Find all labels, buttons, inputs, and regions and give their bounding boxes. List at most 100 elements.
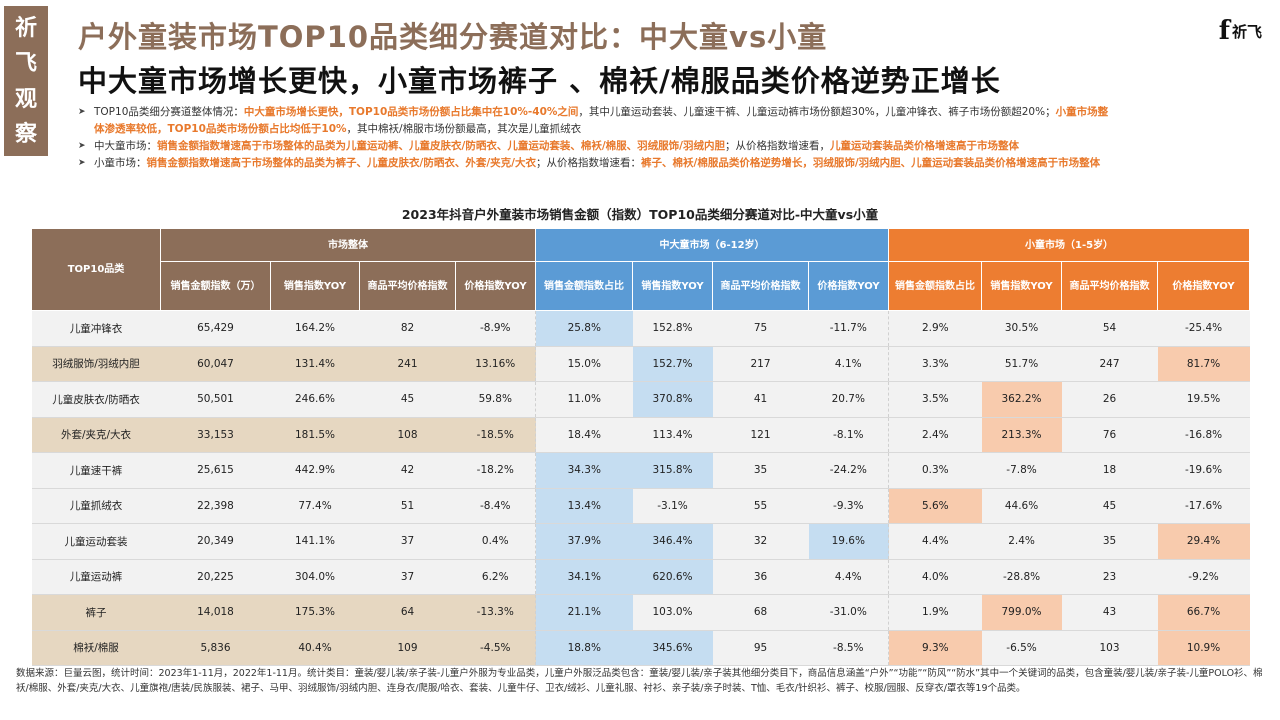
col-header: 价格指数YOY [807,261,890,311]
value-cell: 65,429 [160,310,271,347]
value-cell: 141.1% [270,523,360,560]
value-cell: 2.4% [888,417,982,453]
value-cell: 2.9% [888,310,982,347]
value-cell: 34.1% [535,559,633,595]
table-row: 裤子 14,018 175.3% 64 -13.3% 21.1% 103.0% 68 -31.0… [31,594,1250,631]
bullet-segment: TOP10品类细分赛道整体情况： [94,106,244,118]
value-cell: 68 [712,594,809,631]
value-cell: 18.4% [535,417,633,453]
value-cell: 213.3% [981,417,1062,453]
value-cell: 13.4% [535,488,633,524]
value-cell: 5.6% [888,488,982,524]
value-cell: -25.4% [1157,310,1250,347]
category-cell: 棉袄/棉服 [31,630,161,666]
value-cell: 5,836 [160,630,271,666]
value-cell: 10.9% [1157,630,1250,666]
value-cell: 108 [359,417,456,453]
value-cell: -17.6% [1157,488,1250,524]
value-cell: 64 [359,594,456,631]
bullet-highlight: 体渗透率较低，TOP10品类市场份额占比均低于10% [94,123,347,135]
value-cell: 75 [712,310,809,347]
group-overall: 市场整体 [160,228,536,262]
category-cell: 羽绒服饰/羽绒内胆 [31,346,161,382]
bullet-highlight: 裤子、棉袄/棉服品类价格逆势增长，羽绒服饰/羽绒内胆、儿童运动套装品类价格增速高… [641,157,1101,169]
value-cell: 181.5% [270,417,360,453]
value-cell: 19.5% [1157,381,1250,418]
table-row: 儿童运动裤 20,225 304.0% 37 6.2% 34.1% 620.6% 36 4.4%… [31,559,1250,595]
summary-bullets: ➤ TOP10品类细分赛道整体情况：中大童市场增长更快，TOP10品类市场份额占… [78,104,1258,172]
value-cell: 37 [359,559,456,595]
value-cell: 33,153 [160,417,271,453]
value-cell: 77.4% [270,488,360,524]
table-row: 棉袄/棉服 5,836 40.4% 109 -4.5% 18.8% 345.6% 95 -8.5… [31,630,1250,666]
table-row: 外套/夹克/大衣 33,153 181.5% 108 -18.5% 18.4% 113.4%… [31,417,1250,453]
bullet-segment: ，其中棉袄/棉服市场份额最高，其次是儿童抓绒衣 [346,123,582,135]
value-cell: -24.2% [808,452,890,489]
value-cell: 103 [1061,630,1158,666]
category-cell: 儿童速干裤 [31,452,161,489]
value-cell: 22,398 [160,488,271,524]
bullet-continuation: 体渗透率较低，TOP10品类市场份额占比均低于10%，其中棉袄/棉服市场份额最高… [78,121,1258,138]
value-cell: 241 [359,346,456,382]
value-cell: 35 [1061,523,1158,560]
value-cell: 26 [1061,381,1158,418]
col-header: 销售指数YOY [270,261,360,311]
category-cell: 裤子 [31,594,161,631]
value-cell: 6.2% [455,559,536,595]
value-cell: 345.6% [632,630,713,666]
value-cell: 20,349 [160,523,271,560]
value-cell: 35 [712,452,809,489]
bullet-item: ➤ 中大童市场：销售金额指数增速高于市场整体的品类为儿童运动裤、儿童皮肤衣/防晒… [78,138,1258,155]
value-cell: 1.9% [888,594,982,631]
stamp-char: 飞 [14,50,37,77]
bullet-item: ➤ 小童市场：销售金额指数增速高于市场整体的品类为裤子、儿童皮肤衣/防晒衣、外套… [78,155,1258,172]
value-cell: 40.4% [270,630,360,666]
value-cell: 346.4% [632,523,713,560]
value-cell: 442.9% [270,452,360,489]
table-row: 儿童速干裤 25,615 442.9% 42 -18.2% 34.3% 315.8% 35 -2… [31,452,1250,489]
col-header: 价格指数YOY [455,261,536,311]
table-row: 儿童皮肤衣/防晒衣 50,501 246.6% 45 59.8% 11.0% 370.8% 4… [31,381,1250,418]
value-cell: -4.5% [455,630,536,666]
arrow-icon: ➤ [78,141,86,151]
value-cell: -8.1% [808,417,890,453]
value-cell: -8.5% [808,630,890,666]
value-cell: 217 [712,346,809,382]
value-cell: 37.9% [535,523,633,560]
col-header: 销售指数YOY [632,261,713,311]
comparison-table: TOP10品类 市场整体 中大童市场（6-12岁） 小童市场（1-5岁） 销售金… [31,228,1251,666]
brand-logo: f 祈飞 [1219,16,1262,46]
bullet-highlight: 儿童运动套装品类价格增速高于市场整体 [830,140,1020,152]
value-cell: 4.4% [888,523,982,560]
value-cell: 82 [359,310,456,347]
value-cell: 32 [712,523,809,560]
value-cell: -31.0% [808,594,890,631]
value-cell: 54 [1061,310,1158,347]
value-cell: 51 [359,488,456,524]
value-cell: -28.8% [981,559,1062,595]
value-cell: 175.3% [270,594,360,631]
value-cell: 620.6% [632,559,713,595]
page-subtitle: 中大童市场增长更快，小童市场裤子 、棉袄/棉服品类价格逆势正增长 [78,64,1001,98]
stamp-char: 祈 [14,14,37,41]
value-cell: -3.1% [632,488,713,524]
bullet-segment: ，其中儿童运动套装、儿童速干裤、儿童运动裤市场份额超30%，儿童冲锋衣、裤子市场… [578,106,1056,118]
bullet-segment: 小童市场： [94,157,147,169]
bullet-highlight: 中大童市场增长更快，TOP10品类市场份额占比集中在10%-40%之间 [243,106,579,118]
logo-icon: f [1218,16,1230,46]
bullet-segment: ；从价格指数增速看： [536,157,642,169]
category-cell: 儿童运动套装 [31,523,161,560]
value-cell: 76 [1061,417,1158,453]
bullet-text: 中大童市场：销售金额指数增速高于市场整体的品类为儿童运动裤、儿童皮肤衣/防晒衣、… [94,138,1019,155]
value-cell: 50,501 [160,381,271,418]
value-cell: 25,615 [160,452,271,489]
value-cell: 19.6% [808,523,890,560]
category-cell: 外套/夹克/大衣 [31,417,161,453]
category-cell: 儿童冲锋衣 [31,310,161,347]
value-cell: 362.2% [981,381,1062,418]
value-cell: 13.16% [455,346,536,382]
value-cell: 51.7% [981,346,1062,382]
value-cell: 18.8% [535,630,633,666]
value-cell: 45 [1061,488,1158,524]
value-cell: -11.7% [808,310,890,347]
